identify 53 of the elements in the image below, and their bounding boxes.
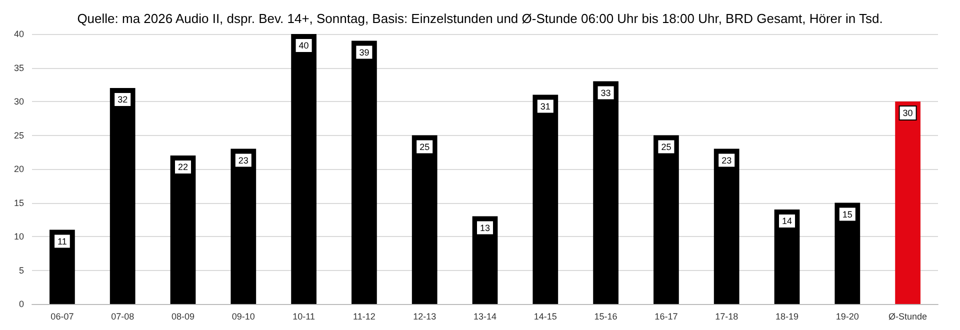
bar [593,81,618,304]
y-tick-label: 20 [14,164,24,174]
x-tick-label: 08-09 [171,312,195,322]
x-tick-label: 09-10 [232,312,255,322]
y-tick-label: 30 [14,96,24,106]
data-label: 14 [782,216,792,226]
data-label: 13 [480,222,490,233]
y-tick-label: 5 [18,265,24,276]
x-tick-label: 17-18 [715,312,738,322]
bar [714,148,740,304]
data-label: 40 [298,40,309,50]
x-tick-label: 15-16 [594,312,618,322]
bar [532,94,558,304]
data-label: 33 [600,88,611,98]
bar [230,148,256,304]
y-tick-label: 25 [14,130,24,140]
data-label: 25 [420,142,430,152]
bar [834,202,860,304]
data-label: 31 [540,101,550,112]
x-tick-label: 19-20 [836,312,859,322]
x-tick-label: Ø-Stunde [888,312,928,322]
bar [170,156,196,304]
bar [774,210,800,304]
x-tick-label: 16-17 [654,312,678,322]
bar [291,34,316,304]
x-tick-label: 14-15 [534,312,557,322]
data-label: 23 [238,155,248,166]
x-tick-label: 10-11 [292,312,315,322]
data-label: 30 [902,108,913,118]
bar [110,88,136,304]
y-tick-label: 15 [14,198,24,208]
x-tick-label: 11-12 [353,312,376,322]
data-label: 32 [118,94,128,104]
y-tick-label: 35 [14,62,24,73]
data-label: 39 [359,47,370,58]
data-label: 23 [722,155,732,166]
x-tick-label: 06-07 [50,312,74,322]
y-tick-label: 40 [14,29,24,39]
chart-title: Quelle: ma 2026 Audio II, dspr. Bev. 14+, Sonntag, Basis: Einzelstunden und Ø-Stunde 06:00 Uhr bis 18:00 Uhr, BRD Gesamt, Hörer in Tsd. [77,11,883,26]
bar [895,102,920,304]
y-tick-label: 0 [18,299,24,309]
x-tick-label: 18-19 [775,312,799,322]
bar [352,40,377,304]
bar [412,135,438,304]
data-label: 25 [661,142,672,152]
x-tick-label: 07-08 [111,312,134,322]
x-tick-label: 12-13 [413,312,436,322]
bar [654,135,679,304]
y-tick-label: 10 [14,232,24,242]
data-label: 15 [842,209,852,220]
x-tick-label: 13-14 [473,312,497,322]
data-label: 22 [178,162,188,172]
data-label: 11 [58,236,67,246]
